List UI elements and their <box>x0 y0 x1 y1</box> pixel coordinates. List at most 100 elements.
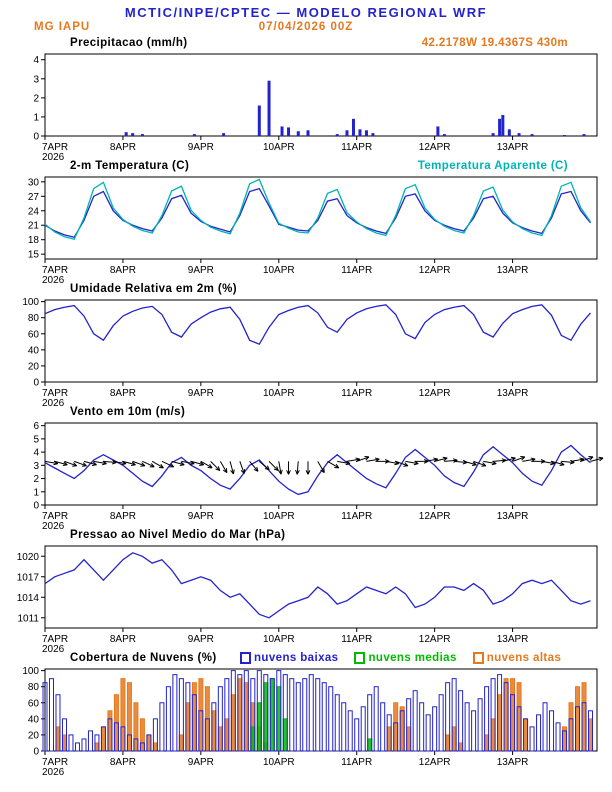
svg-text:6: 6 <box>33 421 39 432</box>
orange-swatch-icon <box>472 652 484 664</box>
panel-title-precipitation: Precipitacao (mm/h) <box>70 37 188 49</box>
svg-text:7APR: 7APR <box>42 142 68 153</box>
svg-text:21: 21 <box>28 221 40 232</box>
svg-text:24: 24 <box>28 206 40 217</box>
cloud-legend: nuvens baixas nuvens medias nuvens altas <box>240 652 561 664</box>
svg-text:4: 4 <box>33 448 39 459</box>
svg-text:0: 0 <box>33 132 39 143</box>
svg-text:30: 30 <box>28 177 40 188</box>
panel-humidity: Umidade Relativa em 2m (%) 0 20 40 60 80 100 7… <box>0 283 612 406</box>
svg-text:9APR: 9APR <box>188 142 214 153</box>
page-header: MCTIC/INPE/CPTEC — MODELO REGIONAL WRF <box>0 5 612 21</box>
svg-text:13APR: 13APR <box>497 142 529 153</box>
svg-text:20: 20 <box>28 361 40 372</box>
app-title: MCTIC/INPE/CPTEC — MODELO REGIONAL WRF <box>124 5 488 20</box>
svg-text:1017: 1017 <box>17 572 40 583</box>
svg-text:8APR: 8APR <box>110 757 136 768</box>
svg-text:60: 60 <box>28 698 40 709</box>
svg-text:11APR: 11APR <box>341 634 372 645</box>
svg-text:7APR: 7APR <box>42 265 68 276</box>
svg-text:40: 40 <box>28 345 40 356</box>
page-subheader: MG IAPU 07/04/2026 00Z <box>0 21 612 37</box>
svg-text:40: 40 <box>28 714 40 725</box>
svg-text:9APR: 9APR <box>188 511 214 522</box>
svg-text:2026: 2026 <box>42 398 65 406</box>
panel-title-wind: Vento em 10m (m/s) <box>70 406 186 418</box>
panel-title-temperature: 2-m Temperatura (C) <box>70 160 190 172</box>
legend-item-2: nuvens altas <box>472 652 562 664</box>
svg-text:2026: 2026 <box>42 644 65 652</box>
svg-text:8APR: 8APR <box>110 634 136 645</box>
svg-text:1: 1 <box>33 112 39 123</box>
svg-text:9APR: 9APR <box>188 634 214 645</box>
svg-text:60: 60 <box>28 329 40 340</box>
svg-text:13APR: 13APR <box>497 757 529 768</box>
svg-text:9APR: 9APR <box>188 388 214 399</box>
svg-text:3: 3 <box>33 74 39 85</box>
svg-text:12APR: 12APR <box>419 757 451 768</box>
svg-text:1: 1 <box>33 487 39 498</box>
svg-text:7APR: 7APR <box>42 757 68 768</box>
svg-text:18: 18 <box>28 235 40 246</box>
svg-text:13APR: 13APR <box>497 265 529 276</box>
apparent-temperature-label: Temperatura Aparente (C) <box>417 160 568 172</box>
legend-item-1: nuvens medias <box>354 652 456 664</box>
panel-wind: Vento em 10m (m/s) 0 1 2 3 4 5 6 7APR 2026 8APR 9A… <box>0 406 612 529</box>
panel-temperature-titlebar: 2-m Temperatura (C) Temperatura Aparente… <box>0 160 612 175</box>
svg-text:11APR: 11APR <box>341 757 372 768</box>
svg-text:2: 2 <box>33 474 39 485</box>
panel-title-pressure: Pressao ao Nivel Medio do Mar (hPa) <box>70 529 286 541</box>
svg-text:1020: 1020 <box>17 552 40 563</box>
legend-item-0: nuvens baixas <box>240 652 338 664</box>
svg-text:11APR: 11APR <box>341 142 372 153</box>
legend-label: nuvens medias <box>368 652 457 664</box>
svg-text:2026: 2026 <box>42 521 65 529</box>
svg-text:11APR: 11APR <box>341 265 372 276</box>
panel-cloud-cover: Cobertura de Nuvens (%) nuvens baixas nuv… <box>0 652 612 775</box>
legend-label: nuvens altas <box>486 652 562 664</box>
panel-wind-titlebar: Vento em 10m (m/s) <box>0 406 612 421</box>
svg-text:10APR: 10APR <box>263 388 295 399</box>
svg-text:5: 5 <box>33 434 39 445</box>
svg-text:7APR: 7APR <box>42 634 68 645</box>
svg-text:8APR: 8APR <box>110 265 136 276</box>
svg-text:10APR: 10APR <box>263 142 295 153</box>
panel-cloud-cover-titlebar: Cobertura de Nuvens (%) nuvens baixas nuv… <box>0 652 612 667</box>
svg-text:0: 0 <box>33 501 39 512</box>
svg-text:10APR: 10APR <box>263 634 295 645</box>
svg-text:10APR: 10APR <box>263 757 295 768</box>
svg-text:3: 3 <box>33 461 39 472</box>
svg-text:13APR: 13APR <box>497 634 529 645</box>
svg-text:80: 80 <box>28 313 40 324</box>
svg-text:2: 2 <box>33 93 39 104</box>
svg-text:2026: 2026 <box>42 767 65 775</box>
svg-text:12APR: 12APR <box>419 142 451 153</box>
init-datetime: 07/04/2026 00Z <box>258 21 354 33</box>
svg-text:15: 15 <box>28 250 40 261</box>
panel-precipitation: Precipitacao (mm/h) 42.2178W 19.4367S 43… <box>0 37 612 160</box>
svg-text:4: 4 <box>33 55 39 66</box>
svg-text:7APR: 7APR <box>42 511 68 522</box>
station-id: MG IAPU <box>34 21 91 33</box>
svg-text:10APR: 10APR <box>263 511 295 522</box>
panel-title-humidity: Umidade Relativa em 2m (%) <box>70 283 237 295</box>
svg-text:12APR: 12APR <box>419 634 451 645</box>
svg-text:0: 0 <box>33 378 39 389</box>
svg-text:12APR: 12APR <box>419 511 451 522</box>
svg-text:1011: 1011 <box>17 613 39 624</box>
svg-text:12APR: 12APR <box>419 265 451 276</box>
panel-title-cloud-cover: Cobertura de Nuvens (%) <box>70 652 217 664</box>
svg-text:8APR: 8APR <box>110 388 136 399</box>
panel-pressure-titlebar: Pressao ao Nivel Medio do Mar (hPa) <box>0 529 612 544</box>
blue-swatch-icon <box>240 652 251 664</box>
svg-text:11APR: 11APR <box>341 511 372 522</box>
svg-text:0: 0 <box>33 747 39 758</box>
svg-text:8APR: 8APR <box>110 142 136 153</box>
svg-text:100: 100 <box>22 667 39 677</box>
svg-text:27: 27 <box>28 192 40 203</box>
